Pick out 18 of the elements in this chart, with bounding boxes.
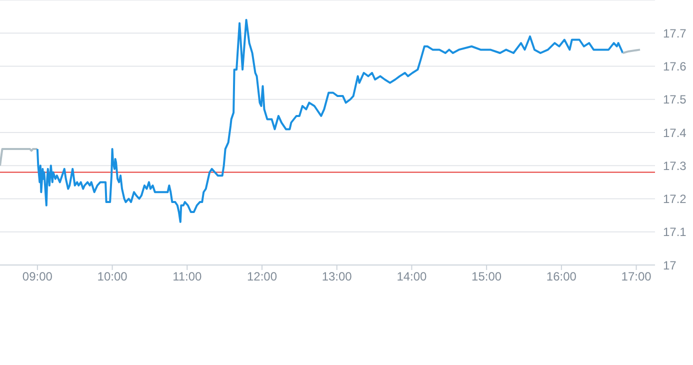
y-tick-label: 17.3	[663, 158, 687, 173]
y-tick-label: 17.6	[663, 60, 687, 74]
x-tick-label: 11:00	[172, 270, 202, 284]
x-tick-label: 10:00	[97, 270, 128, 284]
y-tick-label: 17.5	[663, 92, 687, 107]
y-tick-label: 17	[663, 258, 677, 272]
x-tick-label: 15:00	[472, 270, 502, 284]
y-tick-label: 17.1	[663, 225, 687, 240]
x-tick-label: 17:00	[621, 270, 652, 284]
line-series	[36, 18, 624, 223]
x-tick-label: 16:00	[546, 270, 577, 284]
x-tick-label: 12:00	[246, 270, 278, 284]
y-tick-label: 17.2	[663, 192, 687, 206]
x-tick-label: 14:00	[396, 270, 428, 284]
y-tick-label: 17.4	[663, 126, 687, 140]
x-tick-label: 13:00	[322, 270, 352, 284]
x-tick-label: 09:00	[22, 270, 53, 284]
y-tick-label: 17.7	[663, 26, 687, 40]
